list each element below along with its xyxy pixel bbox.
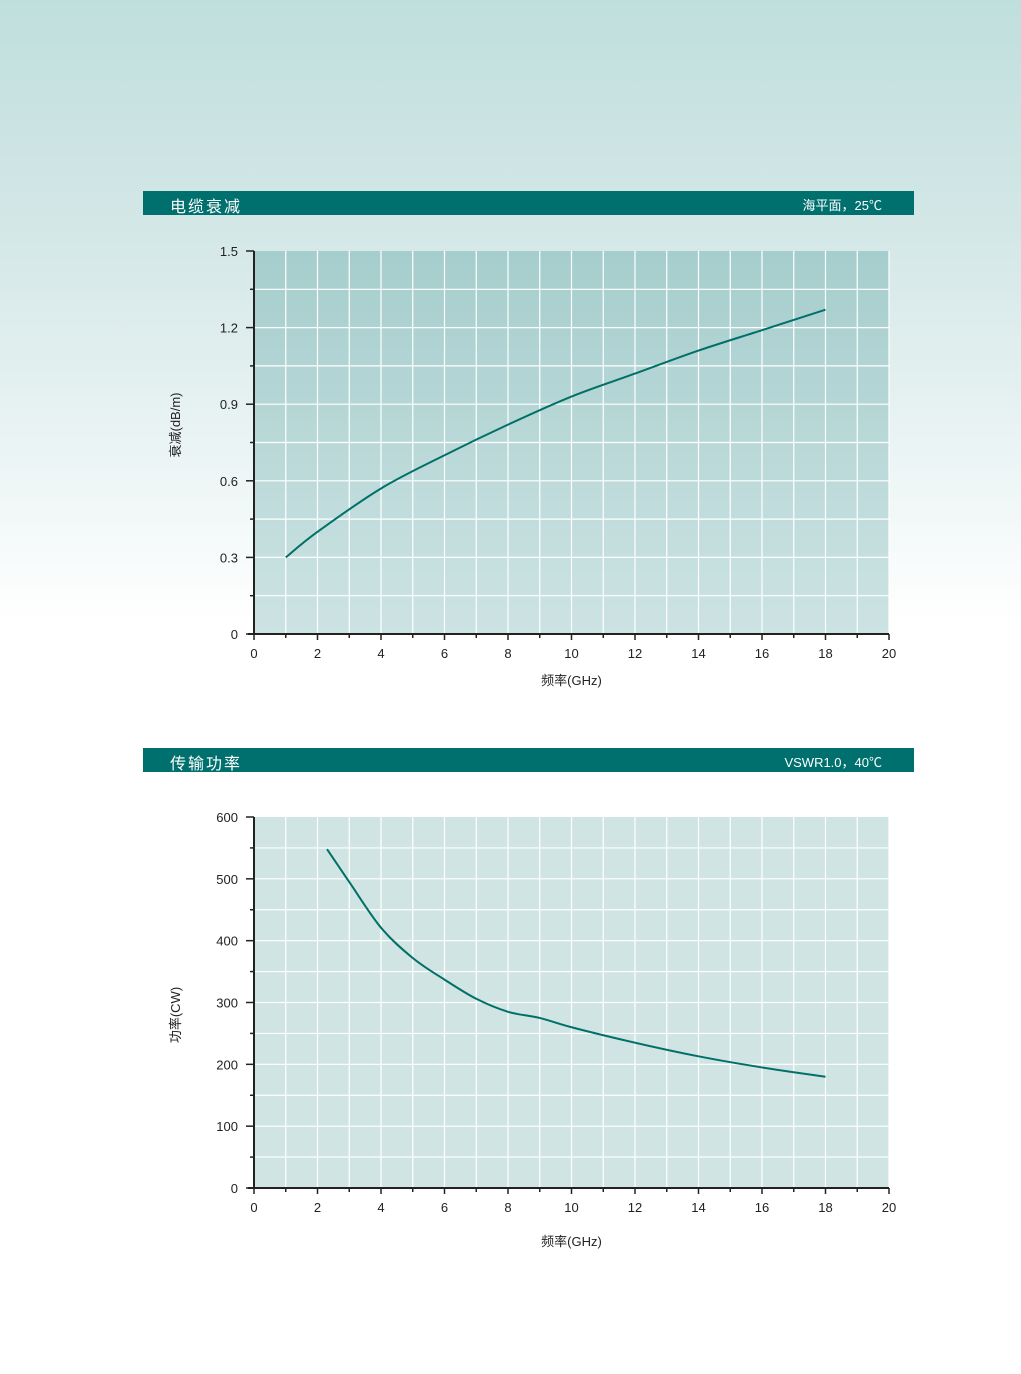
x-tick-label: 8: [504, 646, 511, 661]
data-series-line: [326, 848, 826, 1078]
x-tick-label: 20: [882, 1200, 896, 1215]
x-tick-label: 0: [250, 1200, 257, 1215]
attenuation-chart: 0 2 4 6 8 10 12 14 16 18 20 0 0.3 0.6 0.9 1.2 1.5 频率(GHz)…: [168, 244, 896, 688]
x-tick-label: 8: [504, 1200, 511, 1215]
x-tick-label: 16: [755, 1200, 769, 1215]
y-axis-label: 功率(CW): [168, 987, 183, 1043]
section-condition: 海平面，25℃: [802, 198, 882, 213]
x-axis-label: 频率(GHz): [541, 673, 602, 688]
x-tick-label: 10: [564, 1200, 578, 1215]
y-tick-label: 1.5: [220, 244, 238, 259]
x-tick-label: 2: [314, 1200, 321, 1215]
y-tick-label: 0.3: [220, 550, 238, 565]
x-tick-label: 4: [377, 1200, 384, 1215]
x-tick-label: 6: [441, 1200, 448, 1215]
y-tick-label: 200: [216, 1057, 238, 1072]
x-tick-label: 12: [628, 646, 642, 661]
section-header-attenuation: 电缆衰减 海平面，25℃: [143, 191, 914, 216]
x-tick-label: 10: [564, 646, 578, 661]
x-tick-label: 16: [755, 646, 769, 661]
y-tick-label: 0: [231, 1181, 238, 1196]
x-tick-label: 14: [691, 1200, 705, 1215]
x-tick-label: 18: [818, 1200, 832, 1215]
x-tick-label: 12: [628, 1200, 642, 1215]
y-tick-label: 300: [216, 996, 238, 1011]
x-axis-label: 频率(GHz): [541, 1234, 602, 1249]
y-tick-label: 400: [216, 934, 238, 949]
x-tick-label: 14: [691, 646, 705, 661]
y-tick-label: 500: [216, 872, 238, 887]
section-condition: VSWR1.0，40℃: [784, 755, 882, 770]
x-tick-label: 6: [441, 646, 448, 661]
x-tick-label: 20: [882, 646, 896, 661]
section-title: 电缆衰减: [170, 199, 243, 216]
y-tick-label: 0.9: [220, 397, 238, 412]
data-series-line: [285, 308, 826, 559]
y-tick-label: 0.6: [220, 474, 238, 489]
y-tick-label: 100: [216, 1119, 238, 1134]
y-tick-label: 1.2: [220, 321, 238, 336]
section-title: 传输功率: [170, 756, 243, 773]
x-tick-label: 18: [818, 646, 832, 661]
x-tick-label: 0: [250, 646, 257, 661]
y-tick-label: 600: [216, 810, 238, 825]
x-tick-label: 2: [314, 646, 321, 661]
y-axis-label: 衰减(dB/m): [168, 392, 183, 457]
section-header-power: 传输功率 VSWR1.0，40℃: [143, 748, 914, 773]
x-tick-label: 4: [377, 646, 384, 661]
y-tick-label: 0: [231, 627, 238, 642]
